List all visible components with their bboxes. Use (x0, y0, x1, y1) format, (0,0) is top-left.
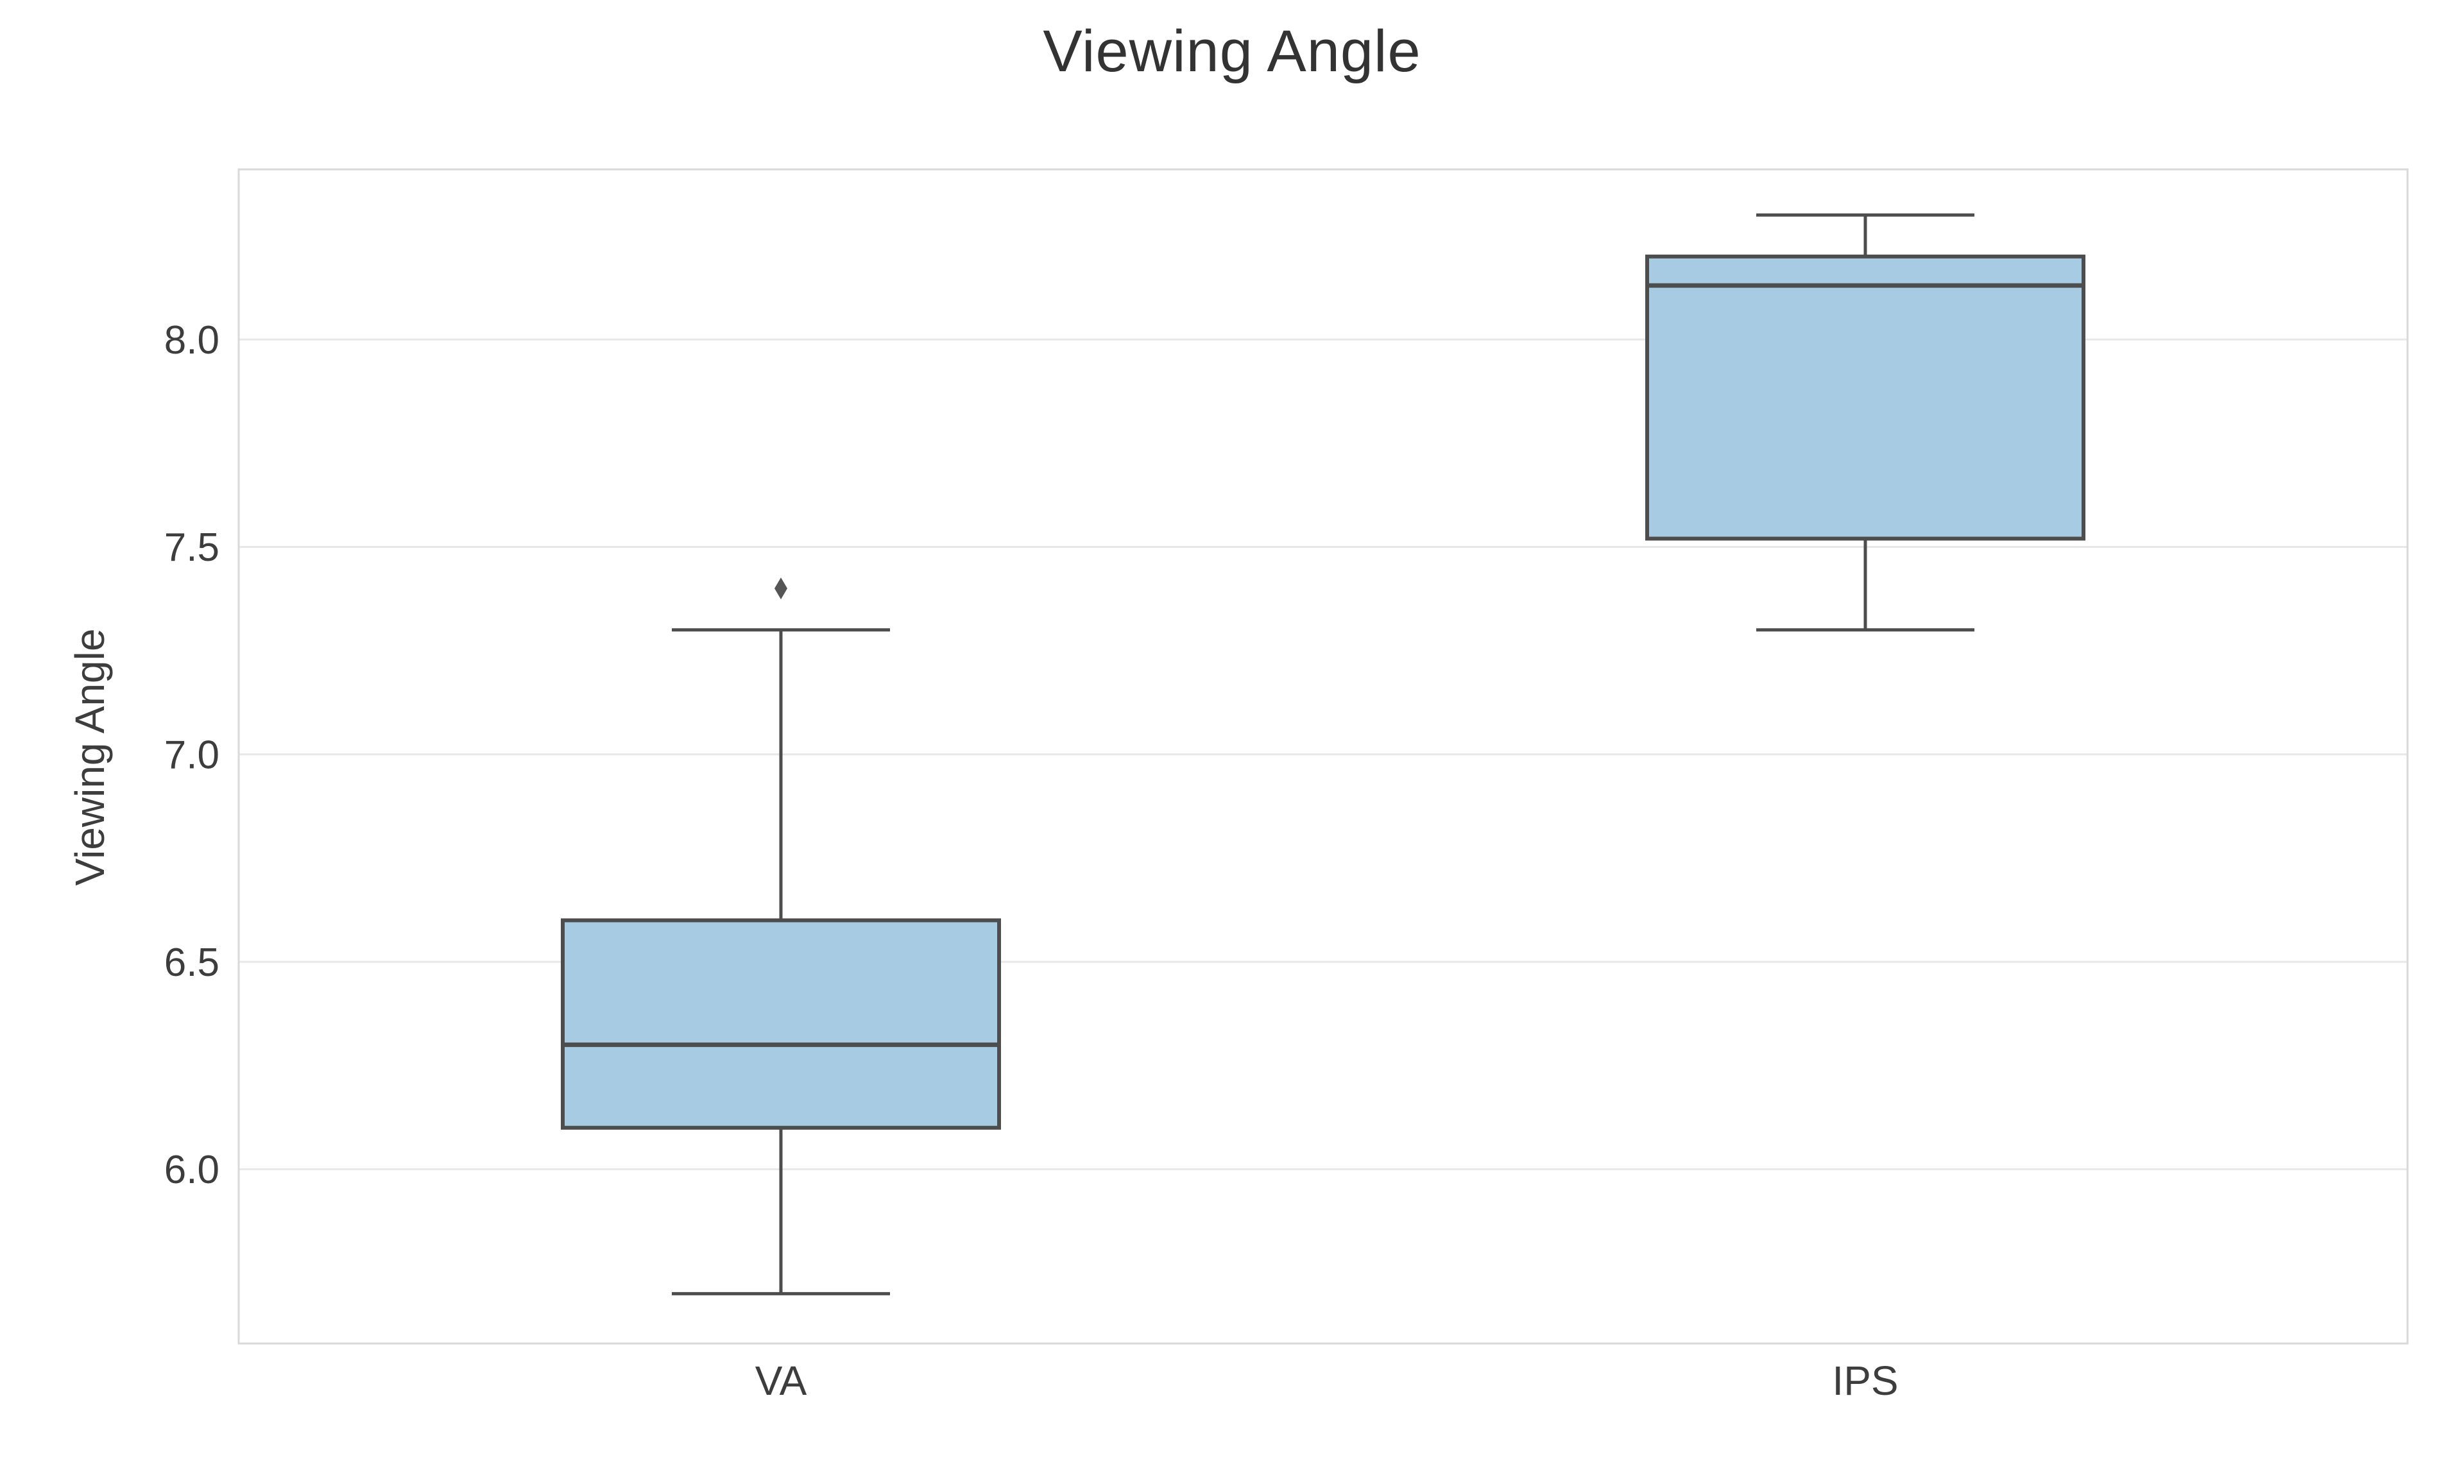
x-category-label: IPS (1832, 1358, 1898, 1404)
y-tick-label: 6.5 (164, 941, 219, 985)
y-tick-label: 7.0 (164, 733, 219, 777)
y-tick-label: 6.0 (164, 1148, 219, 1192)
chart-title: Viewing Angle (1043, 19, 1421, 84)
box-ips (1645, 254, 2085, 541)
y-tick-label: 7.5 (164, 525, 219, 570)
plot-border (237, 168, 2409, 1345)
x-category-label: VA (755, 1358, 807, 1404)
outlier-point (774, 577, 787, 600)
box-va (561, 918, 1001, 1130)
y-tick-label: 8.0 (164, 318, 219, 362)
